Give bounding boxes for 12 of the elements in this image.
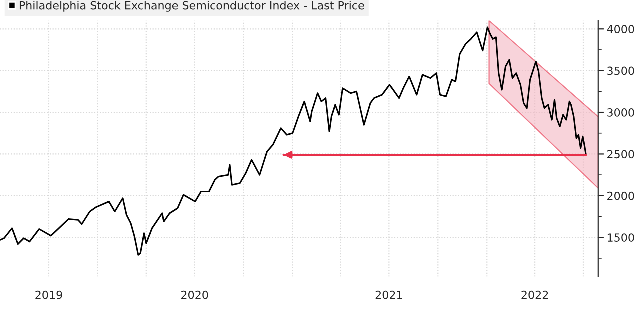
y-tick-label: 3500	[608, 66, 634, 76]
legend-label: Philadelphia Stock Exchange Semiconductor Index - Last Price	[20, 1, 364, 12]
y-tick-label: 2000	[608, 192, 634, 200]
y-tick-label: 2500	[608, 150, 634, 159]
x-tick-label: 2022	[522, 290, 548, 300]
y-tick-label: 4000	[607, 25, 634, 34]
y-tick-label: 3000	[608, 108, 634, 117]
x-tick-label: 2020	[182, 290, 208, 300]
y-tick-label: 1500	[608, 234, 634, 242]
line-series	[0, 26, 587, 256]
x-tick-label: 2019	[36, 290, 62, 300]
x-tick-label: 2021	[376, 290, 402, 300]
